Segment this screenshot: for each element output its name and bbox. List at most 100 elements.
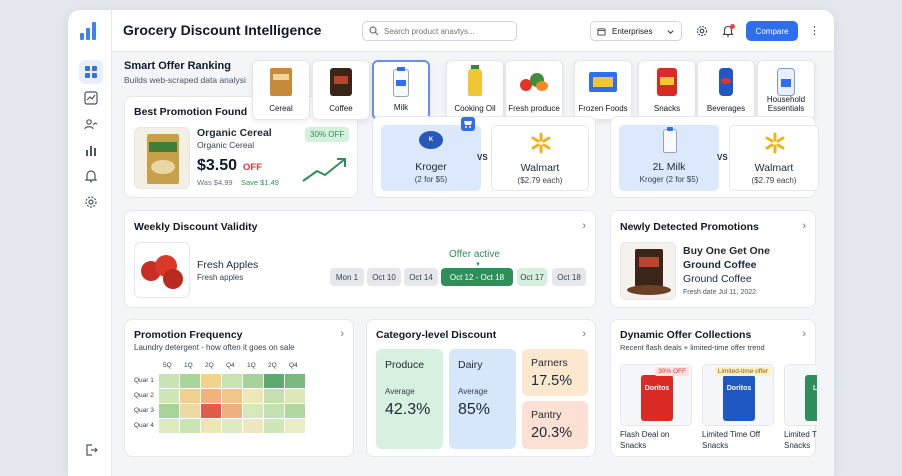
chevron-right-icon[interactable]: › [802, 220, 806, 232]
heatmap-cell [285, 404, 305, 418]
newly-detected-card[interactable]: Newly Detected Promotions › Buy One Get … [610, 210, 816, 308]
bar-chart-icon[interactable] [79, 138, 103, 162]
category-tile-frozen-foods[interactable]: Frozen Foods [574, 60, 632, 120]
right-store-deal: ($2.79 each) [517, 176, 563, 185]
category-tile-cereal[interactable]: Cereal [252, 60, 310, 120]
heatmap-cell [159, 419, 179, 433]
offer-active-label: Offer active [449, 249, 500, 260]
snack-bag-icon: Doritos [641, 375, 673, 421]
heatmap-cell [201, 404, 221, 418]
soda-can-icon [712, 67, 740, 97]
category-tile-snacks[interactable]: Snacks [638, 60, 696, 120]
search-box[interactable] [362, 21, 517, 41]
chevron-down-icon [667, 29, 674, 34]
heatmap-cell [243, 389, 263, 403]
settings-gear-icon[interactable] [79, 190, 103, 214]
produce-tile[interactable]: Produce Average 42.3% [376, 349, 443, 449]
date-chip[interactable]: Oct 10 [367, 268, 401, 286]
date-chip[interactable]: Oct 17 [517, 268, 547, 286]
more-menu-icon[interactable]: ⋮ [809, 25, 820, 37]
chevron-right-icon[interactable]: › [340, 328, 344, 340]
milk-kroger-panel[interactable]: 2L Milk Kroger (2 for $5) [619, 125, 719, 191]
dashboard-icon[interactable] [79, 60, 103, 84]
date-chip[interactable]: Oct 12 - Oct 18 [441, 268, 513, 286]
heatmap-cell [201, 389, 221, 403]
enterprise-dropdown[interactable]: Enterprises [590, 21, 682, 41]
offer-pointer-icon: ▼ [475, 262, 481, 268]
category-tile-household-essentials[interactable]: Household Essentials [757, 60, 815, 120]
was-price: Was $4.99 [197, 178, 233, 187]
newly-title: Newly Detected Promotions [620, 221, 759, 233]
kroger-panel[interactable]: K Kroger (2 for $5) [381, 125, 481, 191]
heatmap-cell [243, 419, 263, 433]
apples-image [134, 242, 190, 298]
users-icon[interactable] [79, 112, 103, 136]
heatmap-row-label: Quar 3 [134, 407, 154, 414]
best-promotion-title: Best Promotion Found [134, 106, 248, 118]
heatmap-col-label: Q4 [289, 362, 298, 369]
promotion-frequency-card[interactable]: Promotion Frequency › Laundry detergent … [124, 319, 354, 457]
heatmap-cell [201, 374, 221, 388]
kroger-logo-icon: K [419, 131, 443, 149]
topbar: Grocery Discount Intelligence Enterprise… [112, 10, 834, 52]
cereal-box-image [134, 127, 190, 189]
dairy-sub: Average [458, 387, 488, 396]
dairy-tile[interactable]: Dairy Average 85% [449, 349, 516, 449]
partners-tile[interactable]: Parners 17.5% [522, 349, 588, 396]
app-window: Grocery Discount Intelligence Enterprise… [68, 10, 834, 476]
date-chip[interactable]: Oct 18 [552, 268, 586, 286]
cereal-box-icon [267, 67, 295, 97]
category-label: Cereal [269, 103, 293, 113]
chevron-right-icon[interactable]: › [802, 328, 806, 340]
heatmap-cell [264, 374, 284, 388]
category-label: Household Essentials [766, 94, 806, 113]
date-chip[interactable]: Oct 14 [404, 268, 438, 286]
bell-icon[interactable] [79, 164, 103, 188]
category-tile-coffee[interactable]: Coffee [312, 60, 370, 120]
app-logo-icon [80, 22, 100, 40]
walmart-spark-icon [530, 132, 552, 154]
settings-gear-icon[interactable] [694, 23, 710, 39]
chevron-right-icon[interactable]: › [582, 220, 586, 232]
date-chip[interactable]: Mon 1 [330, 268, 364, 286]
logout-icon[interactable] [79, 438, 103, 462]
weekly-product-sub: Fresh apples [197, 273, 244, 282]
save-amount: Save $1.49 [241, 178, 279, 187]
heatmap-cell [159, 374, 179, 388]
notification-bell-icon[interactable] [720, 23, 736, 39]
heatmap-cell [285, 374, 305, 388]
chevron-right-icon[interactable]: › [582, 328, 586, 340]
brand-label: Doritos [644, 385, 670, 392]
produce-label: Produce [385, 359, 425, 371]
offer-collection-item[interactable]: Lays Limited T Snacks [784, 364, 817, 454]
newly-line3: Ground Coffee [683, 273, 752, 285]
category-tile-milk[interactable]: Milk [372, 60, 430, 120]
app-title: Grocery Discount Intelligence [123, 22, 322, 38]
weekly-discount-card[interactable]: Weekly Discount Validity › Fresh Apples … [124, 210, 596, 308]
category-tile-fresh-produce[interactable]: Fresh produce [505, 60, 563, 120]
category-discount-card[interactable]: Category-level Discount › Produce Averag… [366, 319, 596, 457]
search-input[interactable] [384, 26, 509, 36]
dynamic-offer-card[interactable]: Dynamic Offer Collections › Recent flash… [610, 319, 817, 457]
offer-collection-item[interactable]: Doritos Limited-time offer Limited Time Of… [702, 364, 774, 454]
offer-collection-item[interactable]: Doritos 30% OFF Flash Deal on Snacks [620, 364, 692, 454]
compare-button[interactable]: Compare [746, 21, 798, 41]
category-tile-beverages[interactable]: Beverages [697, 60, 755, 120]
search-icon [369, 26, 379, 36]
newly-line2: Ground Coffee [683, 259, 757, 271]
right-store-name: Walmart [520, 162, 560, 174]
kroger-walmart-compare-card[interactable]: K Kroger (2 for $5) VS Walmart ($2.79 ea… [372, 116, 596, 198]
pantry-label: Pantry [531, 409, 562, 421]
heatmap-cell [180, 404, 200, 418]
dynamic-title: Dynamic Offer Collections [620, 329, 752, 341]
pantry-tile[interactable]: Pantry 20.3% [522, 401, 588, 449]
walmart-panel[interactable]: Walmart ($2.79 each) [491, 125, 589, 191]
calendar-icon [597, 27, 606, 36]
category-tile-cooking-oil[interactable]: Cooking Oil [446, 60, 504, 120]
milk-walmart-panel[interactable]: Walmart ($2.79 each) [729, 125, 819, 191]
category-label: Milk [393, 102, 409, 112]
notification-dot [730, 24, 735, 29]
milk-compare-card[interactable]: 2L Milk Kroger (2 for $5) VS Walmart ($2… [610, 116, 819, 198]
trend-chart-icon[interactable] [79, 86, 103, 110]
left-store-deal: (2 for $5) [414, 175, 448, 184]
